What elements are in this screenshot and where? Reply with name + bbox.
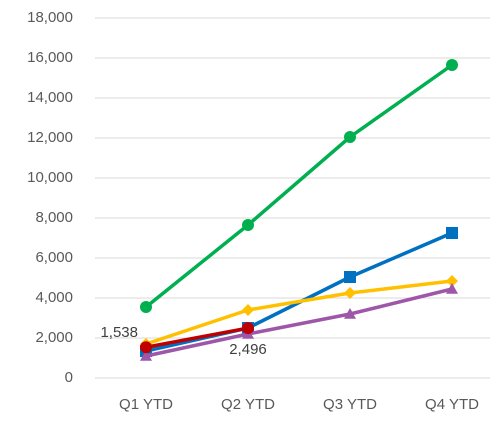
series-line (145, 326, 249, 349)
y-tick-label: 6,000 (35, 249, 73, 266)
x-tick-label: Q4 YTD (425, 396, 479, 413)
data-label: 2,496 (229, 341, 267, 358)
series-line (145, 279, 453, 346)
marker (242, 304, 254, 316)
marker (140, 301, 152, 313)
marker (446, 283, 458, 294)
x-tick-label: Q3 YTD (323, 396, 377, 413)
marker (140, 341, 152, 354)
series-line (145, 287, 453, 358)
series-line (145, 231, 453, 353)
marker (344, 308, 356, 319)
data-label: 1,538 (100, 324, 138, 341)
y-tick-label: 0 (65, 369, 73, 386)
marker (344, 287, 356, 299)
y-tick-label: 2,000 (35, 329, 73, 346)
marker (242, 219, 254, 231)
y-tick-label: 8,000 (35, 209, 73, 226)
marker (344, 131, 356, 143)
marker (446, 227, 458, 239)
y-tick-label: 16,000 (27, 49, 73, 66)
x-tick-label: Q2 YTD (221, 396, 275, 413)
x-tick-label: Q1 YTD (119, 396, 173, 413)
marker (242, 322, 254, 335)
marker (140, 350, 152, 361)
y-tick-label: 12,000 (27, 129, 73, 146)
y-tick-label: 18,000 (27, 9, 73, 26)
y-tick-label: 4,000 (35, 289, 73, 306)
y-tick-label: 10,000 (27, 169, 73, 186)
series-line (144, 63, 454, 309)
y-tick-label: 14,000 (27, 89, 73, 106)
marker (446, 59, 458, 71)
marker (446, 275, 458, 287)
marker (344, 271, 356, 283)
